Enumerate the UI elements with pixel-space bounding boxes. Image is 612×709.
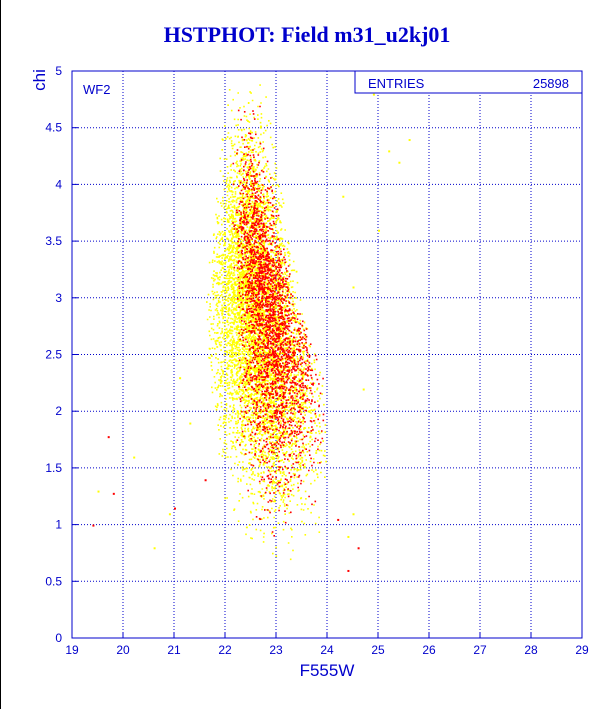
y-tick-label: 0 xyxy=(55,631,62,645)
x-tick-label: 22 xyxy=(218,643,232,657)
yellow-point xyxy=(342,195,345,198)
yellow-point xyxy=(352,513,355,516)
yellow-point xyxy=(408,139,411,142)
stats-value: 25898 xyxy=(533,76,569,91)
x-tick-label: 20 xyxy=(116,643,130,657)
y-tick-label: 4.5 xyxy=(45,121,62,135)
series-yellow xyxy=(97,82,411,561)
y-tick-label: 3 xyxy=(55,291,62,305)
yellow-point xyxy=(372,93,375,96)
y-tick-label: 2 xyxy=(55,404,62,418)
y-axis-ticks: 0 0.5 1 1.5 2 2.5 3 3.5 4 4.5 5 xyxy=(45,64,78,645)
yellow-point xyxy=(168,513,171,516)
yellow-point xyxy=(388,150,391,153)
x-tick-label: 26 xyxy=(422,643,436,657)
x-tick-label: 19 xyxy=(65,643,79,657)
y-tick-label: 5 xyxy=(55,64,62,78)
x-tick-label: 21 xyxy=(167,643,181,657)
x-tick-label: 25 xyxy=(371,643,385,657)
stats-box: ENTRIES 25898 xyxy=(354,70,583,94)
yellow-point xyxy=(133,456,136,459)
yellow-point xyxy=(378,229,380,232)
x-tick-label: 23 xyxy=(269,643,283,657)
yellow-point xyxy=(189,422,192,425)
x-tick-label: 24 xyxy=(320,643,334,657)
panel-label: WF2 xyxy=(83,82,110,97)
red-point xyxy=(112,492,115,495)
y-tick-label: 2.5 xyxy=(45,348,62,362)
x-tick-label: 27 xyxy=(473,643,487,657)
yellow-point xyxy=(362,388,365,391)
series-red xyxy=(92,105,360,572)
yellow-point xyxy=(347,535,350,538)
chart-title: HSTPHOT: Field m31_u2kj01 xyxy=(163,22,451,47)
y-tick-label: 1.5 xyxy=(45,461,62,475)
y-tick-label: 1 xyxy=(55,518,62,532)
yellow-point xyxy=(179,377,182,380)
red-point xyxy=(92,524,95,527)
y-tick-label: 4 xyxy=(55,177,62,191)
x-axis-label: F555W xyxy=(300,661,355,680)
yellow-point xyxy=(153,547,156,550)
yellow-point xyxy=(352,286,355,289)
yellow-point xyxy=(398,161,401,164)
grid xyxy=(72,71,582,638)
y-tick-label: 0.5 xyxy=(45,574,62,588)
x-tick-label: 28 xyxy=(524,643,538,657)
yellow-point xyxy=(97,490,100,493)
red-point xyxy=(204,479,207,482)
x-tick-label: 29 xyxy=(575,643,589,657)
y-axis-label: chi xyxy=(30,69,49,91)
red-point xyxy=(337,518,340,521)
y-tick-label: 3.5 xyxy=(45,234,62,248)
red-point xyxy=(174,507,176,510)
red-point xyxy=(347,569,350,572)
red-point xyxy=(357,547,360,550)
stats-label: ENTRIES xyxy=(368,76,425,91)
red-point-cloud xyxy=(232,105,325,537)
x-axis-ticks: 19 20 21 22 23 24 25 26 27 28 29 xyxy=(65,632,589,657)
red-point xyxy=(107,436,110,439)
yellow-point-cloud xyxy=(206,84,327,561)
